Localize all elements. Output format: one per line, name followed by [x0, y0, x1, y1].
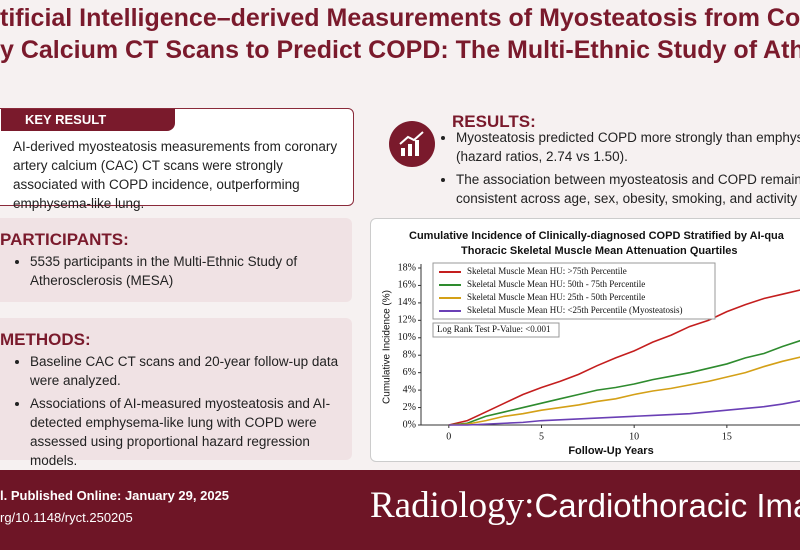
key-result-box: KEY RESULT AI-derived myosteatosis measu…: [0, 108, 354, 211]
y-tick-label: 2%: [403, 402, 416, 413]
key-result-text: AI-derived myosteatosis measurements fro…: [13, 139, 338, 211]
x-tick-label: 0: [446, 431, 451, 442]
section-heading: PARTICIPANTS:: [0, 230, 129, 249]
x-tick-label: 15: [722, 431, 732, 442]
y-tick-label: 6%: [403, 367, 416, 378]
legend-box: [432, 262, 716, 320]
y-tick-label: 8%: [403, 350, 416, 361]
annotation: Log Rank Test P-Value: <0.001: [437, 324, 551, 334]
footer: l. Published Online: January 29, 2025 rg…: [0, 470, 800, 550]
journal-name: Radiology:: [370, 485, 535, 526]
y-tick-label: 4%: [403, 384, 416, 395]
title-line: y Calcium CT Scans to Predict COPD: The …: [0, 36, 800, 64]
chart-subtitle: Thoracic Skeletal Muscle Mean Attenuatio…: [461, 245, 738, 257]
x-axis-label: Follow-Up Years: [568, 445, 653, 457]
participants-box: PARTICIPANTS: 5535 participants in the M…: [0, 218, 352, 302]
y-tick-label: 18%: [398, 262, 416, 273]
bullet-list: Baseline CAC CT scans and 20-year follow…: [0, 352, 350, 474]
bullet-list: 5535 participants in the Multi-Ethnic St…: [0, 252, 330, 294]
y-tick-label: 10%: [398, 332, 416, 343]
annotation-box: [432, 322, 560, 338]
line-series: [448, 356, 800, 426]
legend-label: Skeletal Muscle Mean HU: 25th - 50th Per…: [467, 292, 645, 302]
y-tick-label: 16%: [398, 280, 416, 291]
legend-label: Skeletal Muscle Mean HU: >75th Percentil…: [467, 266, 627, 276]
y-tick-label: 14%: [398, 297, 416, 308]
bullet: Myosteatosis predicted COPD more strongl…: [456, 128, 800, 166]
bullet-list: Myosteatosis predicted COPD more strongl…: [426, 128, 800, 212]
published: l. Published Online: January 29, 2025: [0, 488, 229, 503]
bullet: Associations of AI-measured myosteatosis…: [30, 394, 350, 470]
journal-section: Cardiothoracic Ima: [534, 487, 800, 524]
chart-title: Cumulative Incidence of Clinically-diagn…: [409, 230, 785, 242]
key-result-label: KEY RESULT: [1, 109, 175, 131]
line-series: [448, 339, 800, 426]
y-axis-label: Cumulative Incidence (%): [382, 290, 393, 404]
x-tick-label: 5: [539, 431, 544, 442]
line-series: [448, 399, 800, 426]
chart: Cumulative Incidence of Clinically-diagn…: [370, 218, 800, 462]
section-heading: METHODS:: [0, 330, 91, 349]
methods-box: METHODS: Baseline CAC CT scans and 20-ye…: [0, 318, 352, 468]
section-heading: RESULTS:: [452, 112, 536, 131]
bullet: 5535 participants in the Multi-Ethnic St…: [30, 252, 330, 290]
title-line: tificial Intelligence–derived Measuremen…: [0, 4, 800, 32]
doi: rg/10.1148/ryct.250205: [0, 510, 133, 525]
legend-label: Skeletal Muscle Mean HU: 50th - 75th Per…: [467, 279, 645, 289]
legend-label: Skeletal Muscle Mean HU: <25th Percentil…: [467, 305, 683, 315]
y-tick-label: 0%: [403, 419, 416, 430]
journal: Radiology:Cardiothoracic Ima: [370, 484, 800, 527]
x-tick-label: 10: [629, 431, 639, 442]
y-tick-label: 12%: [398, 315, 416, 326]
published-text: l. Published Online: January 29, 2025: [0, 488, 230, 503]
bullet: The association between myosteatosis and…: [456, 170, 800, 208]
results-icon: [389, 121, 435, 167]
bullet: Baseline CAC CT scans and 20-year follow…: [30, 352, 350, 390]
line-series: [448, 289, 800, 426]
